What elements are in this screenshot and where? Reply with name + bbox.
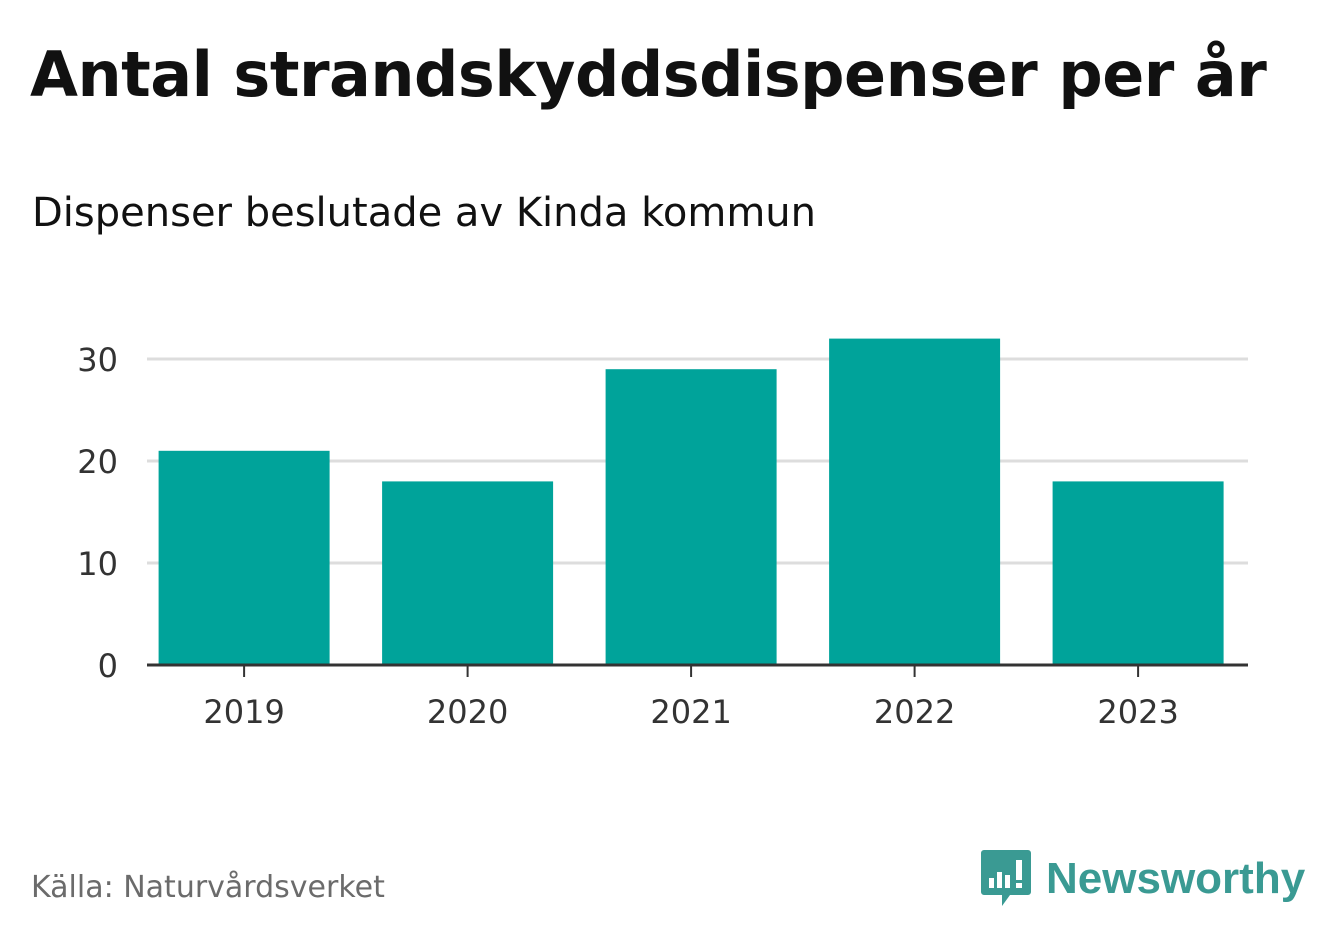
chart-title: Antal strandskyddsdispenser per år bbox=[30, 38, 1267, 111]
y-tick-label: 30 bbox=[77, 341, 118, 379]
bar-chart: 0 10 20 30 2019 2020 2021 2022 2023 bbox=[77, 338, 1248, 731]
newsworthy-chart-bubble-icon bbox=[981, 850, 1031, 906]
x-tick-label: 2022 bbox=[874, 693, 955, 731]
bar-2023 bbox=[1052, 481, 1224, 665]
bar-2020 bbox=[382, 481, 554, 665]
bar-2021 bbox=[605, 369, 777, 665]
x-tick-label: 2020 bbox=[427, 693, 508, 731]
axes: 0 10 20 30 2019 2020 2021 2022 2023 bbox=[77, 341, 1248, 731]
y-tick-label: 10 bbox=[77, 545, 118, 583]
x-tick-label: 2023 bbox=[1097, 693, 1178, 731]
newsworthy-logo: Newsworthy bbox=[980, 848, 1305, 910]
chart-subtitle: Dispenser beslutade av Kinda kommun bbox=[32, 190, 816, 236]
bars bbox=[158, 338, 1224, 665]
x-tick-label: 2019 bbox=[203, 693, 284, 731]
logo-text: Newsworthy bbox=[1046, 854, 1306, 903]
y-tick-label: 20 bbox=[77, 443, 118, 481]
source-note: Källa: Naturvårdsverket bbox=[31, 870, 385, 905]
x-tick-label: 2021 bbox=[650, 693, 731, 731]
bar-2022 bbox=[829, 338, 1001, 665]
y-tick-label: 0 bbox=[98, 647, 118, 685]
bar-2019 bbox=[158, 450, 330, 665]
